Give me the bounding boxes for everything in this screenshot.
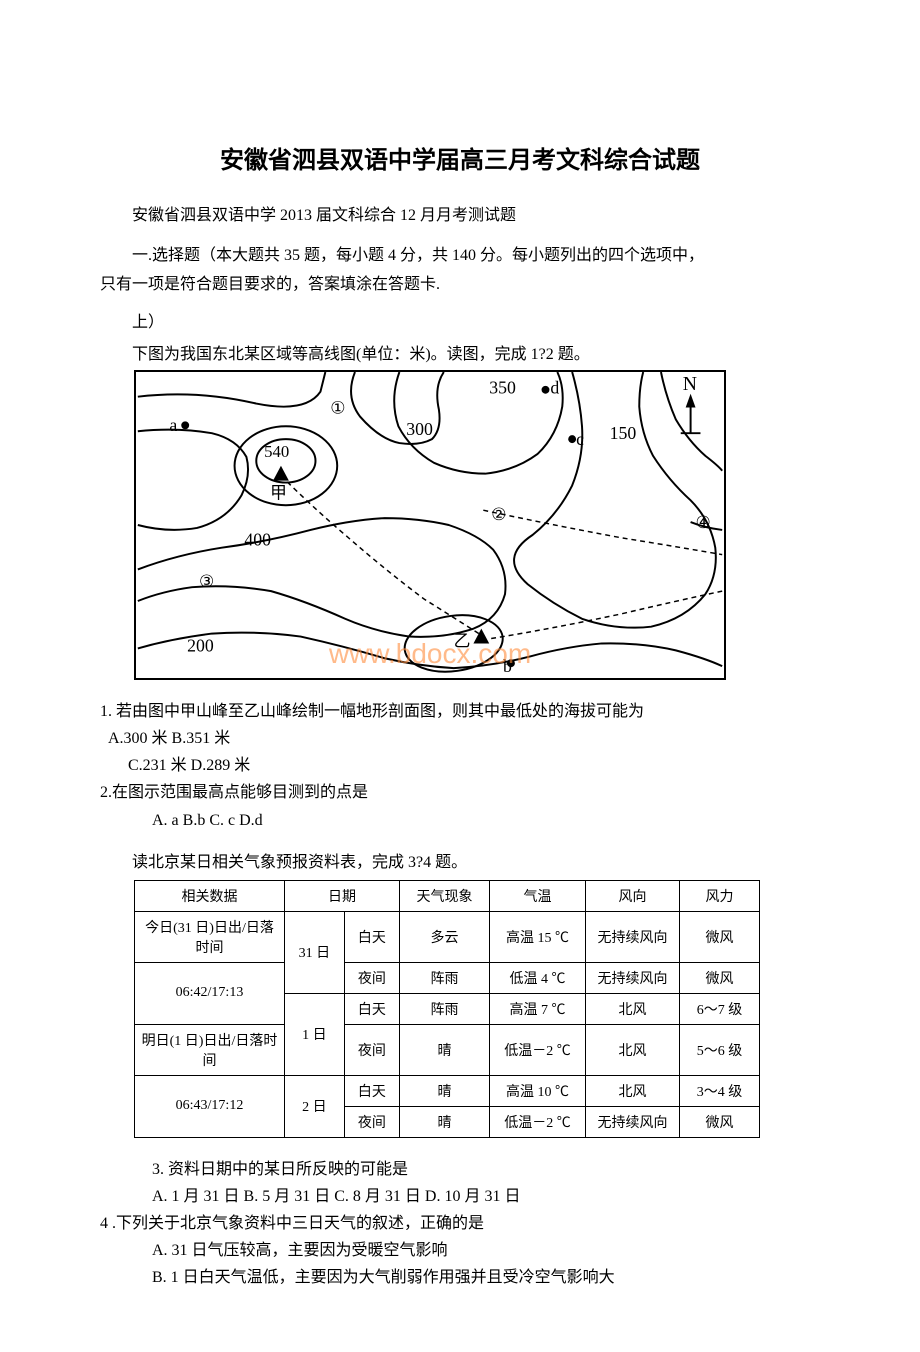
map-label-540: 540 (264, 442, 289, 461)
cell-windlv: 3～4 级 (680, 1075, 760, 1106)
q3-opts: A. 1 月 31 日 B. 5 月 31 日 C. 8 月 31 日 D. 1… (100, 1183, 820, 1210)
cell-tomorrow-time: 06:43/17:12 (135, 1075, 285, 1137)
cell-today-label: 今日(31 日)日出/日落时间 (135, 911, 285, 962)
th-windlv: 风力 (680, 880, 760, 911)
map-label-a: a (169, 415, 177, 435)
cell-winddir: 无持续风向 (586, 1106, 680, 1137)
map-label-1: ① (330, 398, 345, 417)
cell-windlv: 微风 (680, 1106, 760, 1137)
cell-temp: 高温 10 ℃ (490, 1075, 586, 1106)
map-label-3: ③ (199, 572, 214, 591)
exam-title: 安徽省泗县双语中学届高三月考文科综合试题 (100, 140, 820, 175)
instruction-shang: 上） (100, 308, 820, 332)
table-intro: 读北京某日相关气象预报资料表，完成 3?4 题。 (100, 848, 820, 872)
exam-subtitle: 安徽省泗县双语中学 2013 届文科综合 12 月月考测试题 (100, 203, 820, 229)
map-label-b: b (503, 656, 512, 676)
map-label-150: 150 (610, 423, 637, 443)
cell-period: 夜间 (344, 1024, 399, 1075)
cell-temp: 低温－2 ℃ (490, 1024, 586, 1075)
map-label-350: 350 (489, 377, 516, 397)
cell-date-31: 31 日 (285, 911, 345, 993)
th-temp: 气温 (490, 880, 586, 911)
cell-temp: 低温－2 ℃ (490, 1106, 586, 1137)
q4-opt-a: A. 31 日气压较高，主要因为受暖空气影响 (100, 1237, 820, 1264)
contour-map-svg: a b c d N 甲 乙 ① ② ③ ④ 350 300 150 540 40… (136, 372, 724, 678)
q2-opts: A. a B.b C. c D.d (100, 807, 820, 834)
cell-period: 夜间 (344, 962, 399, 993)
th-winddir: 风向 (586, 880, 680, 911)
cell-temp: 低温 4 ℃ (490, 962, 586, 993)
cell-windlv: 微风 (680, 911, 760, 962)
cell-winddir: 无持续风向 (586, 911, 680, 962)
cell-tomorrow-label: 明日(1 日)日出/日落时间 (135, 1024, 285, 1075)
cell-winddir: 北风 (586, 1075, 680, 1106)
cell-period: 夜间 (344, 1106, 399, 1137)
map-label-d: d (550, 377, 559, 397)
q1-stem: 1. 若由图中甲山峰至乙山峰绘制一幅地形剖面图，则其中最低处的海拔可能为 (100, 698, 820, 725)
cell-phenom: 阵雨 (400, 993, 490, 1024)
cell-windlv: 6～7 级 (680, 993, 760, 1024)
th-phenom: 天气现象 (400, 880, 490, 911)
q1-opts-ab: A.300 米 B.351 米 (100, 725, 820, 752)
map-label-200: 200 (187, 635, 214, 655)
map-label-c: c (576, 429, 584, 449)
cell-winddir: 北风 (586, 1024, 680, 1075)
th-date: 日期 (285, 880, 400, 911)
map-label-400: 400 (244, 530, 271, 550)
cell-phenom: 多云 (400, 911, 490, 962)
map-label-N: N (683, 373, 697, 395)
table-row: 明日(1 日)日出/日落时间 夜间 晴 低温－2 ℃ 北风 5～6 级 (135, 1024, 760, 1075)
q4-opt-b: B. 1 日白天气温低，主要因为大气削弱作用强并且受冷空气影响大 (100, 1264, 820, 1291)
cell-winddir: 北风 (586, 993, 680, 1024)
instruction-line-2: 只有一项是符合题目要求的，答案填涂在答题卡. (100, 272, 820, 298)
q3-stem: 3. 资料日期中的某日所反映的可能是 (100, 1156, 820, 1183)
map-label-4: ④ (696, 513, 711, 532)
table-row: 06:43/17:12 2 日 白天 晴 高温 10 ℃ 北风 3～4 级 (135, 1075, 760, 1106)
map-intro: 下图为我国东北某区域等高线图(单位：米)。读图，完成 1?2 题。 (100, 340, 820, 364)
contour-map: a b c d N 甲 乙 ① ② ③ ④ 350 300 150 540 40… (134, 370, 726, 680)
cell-temp: 高温 15 ℃ (490, 911, 586, 962)
cell-period: 白天 (344, 1075, 399, 1106)
cell-today-time: 06:42/17:13 (135, 962, 285, 1024)
table-row: 06:42/17:13 夜间 阵雨 低温 4 ℃ 无持续风向 微风 (135, 962, 760, 993)
q1-opts-cd: C.231 米 D.289 米 (100, 752, 820, 779)
cell-windlv: 5～6 级 (680, 1024, 760, 1075)
cell-phenom: 晴 (400, 1106, 490, 1137)
cell-date-1: 1 日 (285, 993, 345, 1075)
map-label-jia: 甲 (270, 483, 287, 502)
map-label-yi: 乙 (454, 631, 471, 650)
cell-phenom: 晴 (400, 1075, 490, 1106)
q4-stem: 4 .下列关于北京气象资料中三日天气的叙述，正确的是 (100, 1210, 820, 1237)
instruction-line-1: 一.选择题（本大题共 35 题，每小题 4 分，共 140 分。每小题列出的四个… (100, 243, 820, 269)
cell-winddir: 无持续风向 (586, 962, 680, 993)
map-label-300: 300 (406, 419, 433, 439)
cell-windlv: 微风 (680, 962, 760, 993)
weather-table: 相关数据 日期 天气现象 气温 风向 风力 今日(31 日)日出/日落时间 31… (134, 880, 760, 1138)
th-data: 相关数据 (135, 880, 285, 911)
cell-phenom: 晴 (400, 1024, 490, 1075)
cell-temp: 高温 7 ℃ (490, 993, 586, 1024)
cell-phenom: 阵雨 (400, 962, 490, 993)
map-label-2: ② (491, 505, 506, 524)
table-header-row: 相关数据 日期 天气现象 气温 风向 风力 (135, 880, 760, 911)
q2-stem: 2.在图示范围最高点能够目测到的点是 (100, 779, 820, 806)
cell-period: 白天 (344, 993, 399, 1024)
cell-period: 白天 (344, 911, 399, 962)
cell-date-2: 2 日 (285, 1075, 345, 1137)
table-row: 今日(31 日)日出/日落时间 31 日 白天 多云 高温 15 ℃ 无持续风向… (135, 911, 760, 962)
